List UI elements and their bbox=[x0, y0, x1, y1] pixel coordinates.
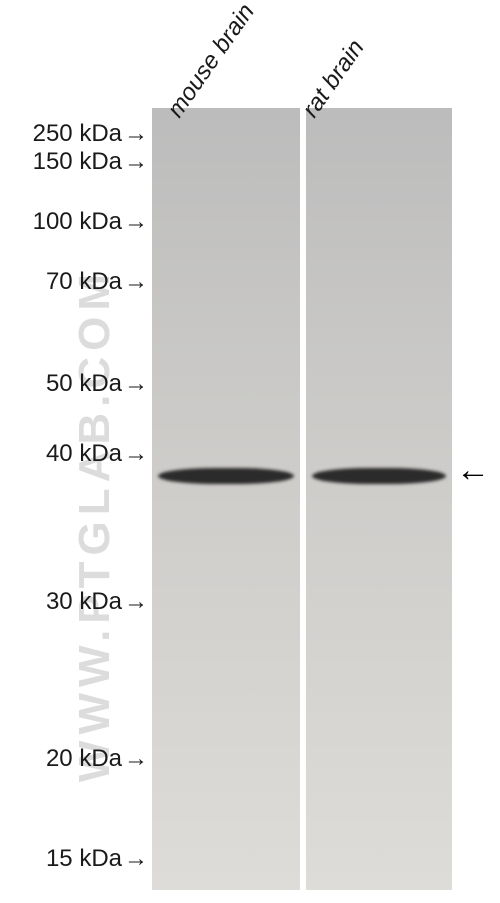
band-1 bbox=[312, 468, 446, 484]
mw-label-7: 20 kDa→ bbox=[46, 745, 148, 773]
mw-label-6: 30 kDa→ bbox=[46, 588, 148, 616]
mw-label-8: 15 kDa→ bbox=[46, 845, 148, 873]
blot-membrane bbox=[152, 108, 452, 890]
lane-label-0: mouse brain bbox=[162, 0, 261, 123]
mw-label-text: 15 kDa bbox=[46, 845, 122, 872]
mw-label-arrow-icon: → bbox=[124, 370, 148, 398]
mw-label-arrow-icon: → bbox=[124, 588, 148, 616]
mw-label-arrow-icon: → bbox=[124, 208, 148, 236]
band-0 bbox=[158, 468, 294, 484]
lane-bg-top bbox=[306, 108, 452, 358]
mw-label-arrow-icon: → bbox=[124, 745, 148, 773]
mw-label-4: 50 kDa→ bbox=[46, 370, 148, 398]
lane-0 bbox=[152, 108, 300, 890]
mw-label-text: 150 kDa bbox=[33, 148, 122, 175]
mw-label-text: 100 kDa bbox=[33, 208, 122, 235]
mw-label-0: 250 kDa→ bbox=[33, 120, 148, 148]
mw-label-arrow-icon: → bbox=[124, 845, 148, 873]
watermark-text: WWW.PTGLAB.COM bbox=[70, 265, 120, 785]
lane-bg-bottom bbox=[152, 358, 300, 890]
mw-label-text: 30 kDa bbox=[46, 588, 122, 615]
mw-label-arrow-icon: → bbox=[124, 148, 148, 176]
lane-bg-bottom bbox=[306, 358, 452, 890]
target-band-arrow: ← bbox=[456, 451, 490, 490]
lane-1 bbox=[306, 108, 452, 890]
blot-figure: WWW.PTGLAB.COM ← mouse brainrat brain250… bbox=[0, 0, 500, 903]
mw-label-1: 150 kDa→ bbox=[33, 148, 148, 176]
lane-bg-top bbox=[152, 108, 300, 358]
mw-label-5: 40 kDa→ bbox=[46, 440, 148, 468]
mw-label-3: 70 kDa→ bbox=[46, 268, 148, 296]
mw-label-arrow-icon: → bbox=[124, 268, 148, 296]
mw-label-text: 40 kDa bbox=[46, 440, 122, 467]
mw-label-arrow-icon: → bbox=[124, 440, 148, 468]
mw-label-2: 100 kDa→ bbox=[33, 208, 148, 236]
mw-label-text: 250 kDa bbox=[33, 120, 122, 147]
mw-label-arrow-icon: → bbox=[124, 120, 148, 148]
mw-label-text: 50 kDa bbox=[46, 370, 122, 397]
mw-label-text: 20 kDa bbox=[46, 745, 122, 772]
mw-label-text: 70 kDa bbox=[46, 268, 122, 295]
